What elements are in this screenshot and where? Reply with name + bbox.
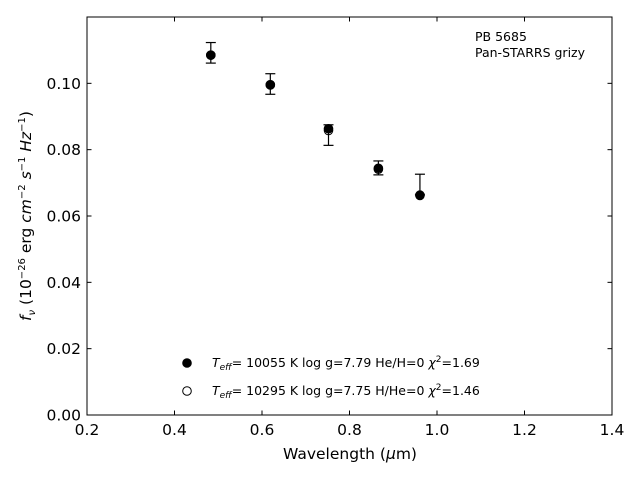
y-tick-label: 0.08 [46, 141, 81, 159]
y-tick-label: 0.00 [46, 407, 81, 425]
annotation-survey: Pan-STARRS grizy [475, 45, 586, 60]
x-tick-label: 1.4 [600, 421, 625, 439]
model-point-open [373, 164, 384, 175]
legend-label-1: Teff= 10055 K log g=7.79 He/H=0 χ2=1.69 [212, 355, 480, 373]
y-axis-title: fν (10−26 erg cm−2 s−1 Hz−1) [17, 111, 38, 321]
legend-marker-filled [182, 358, 192, 368]
legend: Teff= 10055 K log g=7.79 He/H=0 χ2=1.69 … [182, 355, 480, 401]
legend-marker-open [182, 386, 192, 396]
x-tick-label: 0.2 [75, 421, 100, 439]
x-tick-label: 1.0 [425, 421, 450, 439]
x-tick-label: 1.2 [512, 421, 537, 439]
annotation-object: PB 5685 [475, 29, 527, 44]
data-marks [205, 41, 425, 201]
model-point-open [323, 125, 334, 136]
y-tick-label: 0.10 [46, 75, 81, 93]
model-point-open [206, 50, 216, 60]
model-point-open [265, 79, 276, 90]
axis-ticks: 0.2 0.4 0.6 0.8 1.0 1.2 1.4 0.00 0.02 0.04 0.06 0.0… [46, 17, 624, 439]
legend-label-2: Teff= 10295 K log g=7.75 H/He=0 χ2=1.46 [212, 383, 480, 401]
x-tick-label: 0.4 [162, 421, 187, 439]
x-axis-title: Wavelength (μm) [283, 445, 417, 463]
y-tick-label: 0.04 [46, 274, 81, 292]
y-tick-label: 0.06 [46, 208, 81, 226]
x-tick-label: 0.6 [250, 421, 275, 439]
x-tick-label: 0.8 [337, 421, 362, 439]
model-point-open [415, 190, 425, 200]
y-tick-label: 0.02 [46, 340, 81, 358]
